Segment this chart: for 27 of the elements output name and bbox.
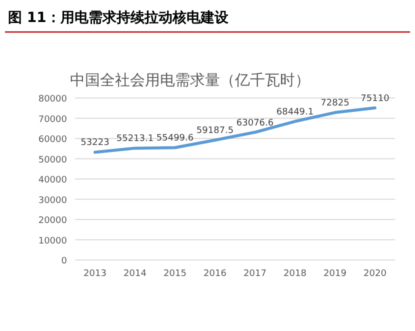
x-tick-label: 2015: [164, 269, 186, 279]
y-tick-label: 50000: [38, 155, 68, 166]
x-tick-label: 2014: [124, 269, 147, 279]
x-tick-label: 2017: [244, 269, 266, 279]
x-tick-label: 2013: [84, 269, 106, 279]
data-label: 55499.6: [156, 134, 194, 144]
y-tick-label: 10000: [38, 236, 68, 246]
data-label: 75110: [360, 94, 390, 104]
x-tick-label: 2020: [364, 269, 387, 279]
y-tick-label: 70000: [38, 114, 68, 125]
data-label: 68449.1: [276, 107, 314, 118]
x-tick-label: 2016: [204, 269, 227, 279]
chart-title: 图 11：用电需求持续拉动核电建设: [8, 10, 230, 26]
data-label: 72825: [320, 98, 350, 109]
data-label: 59187.5: [196, 126, 234, 136]
y-tick-label: 80000: [38, 94, 68, 104]
y-tick-label: 40000: [38, 176, 68, 186]
x-tick-label: 2018: [284, 269, 307, 279]
y-tick-label: 0: [61, 256, 68, 266]
data-label: 55213.1: [116, 134, 154, 144]
data-label: 63076.6: [236, 118, 274, 128]
y-tick-label: 60000: [38, 135, 68, 145]
y-tick-label: 20000: [38, 216, 68, 226]
y-tick-label: 30000: [38, 196, 68, 206]
chart-subtitle: 中国全社会用电需求量（亿千瓦时）: [70, 71, 310, 89]
x-tick-label: 2019: [324, 269, 347, 279]
data-label: 53223: [80, 138, 110, 148]
